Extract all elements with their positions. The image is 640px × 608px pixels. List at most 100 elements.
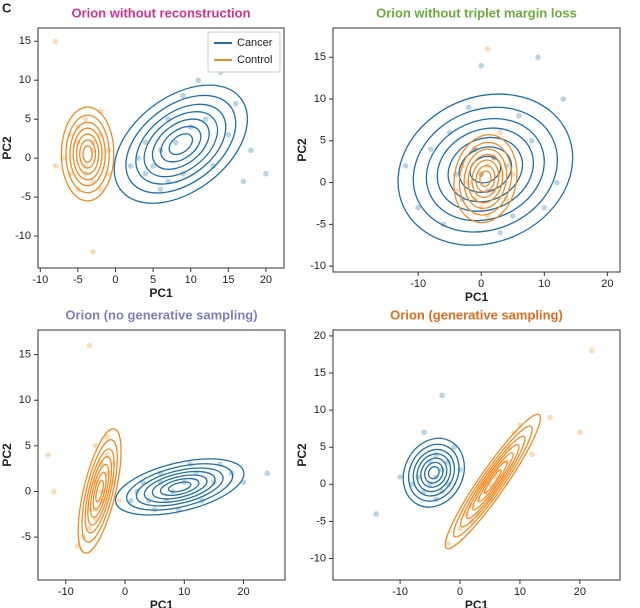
- y-tick-label: 15: [19, 349, 31, 361]
- y-tick-label: 15: [314, 367, 326, 379]
- point: [457, 526, 463, 532]
- x-tick-label: 0: [457, 586, 463, 598]
- legend-label: Control: [237, 54, 272, 66]
- point: [105, 147, 111, 154]
- panel: Orion (generative sampling) PC1 PC2 -10 0 10 2…: [295, 307, 621, 608]
- point: [180, 92, 186, 99]
- point: [127, 163, 134, 169]
- point: [415, 474, 421, 480]
- x-tick-label: 15: [222, 274, 234, 286]
- y-tick-label: -5: [316, 218, 326, 230]
- point: [157, 186, 164, 193]
- density-contour: [89, 463, 110, 519]
- plot-area: [373, 347, 595, 550]
- x-tick-label: -5: [73, 274, 83, 286]
- x-tick-label: 20: [260, 274, 272, 286]
- point: [535, 54, 541, 61]
- point: [497, 129, 503, 136]
- density-contour: [479, 170, 492, 188]
- density-contour: [471, 159, 500, 199]
- density-contour: [458, 141, 513, 216]
- point: [497, 229, 503, 236]
- chart-title: Orion (generative sampling): [390, 307, 563, 322]
- y-tick-label: 5: [320, 135, 326, 147]
- point: [225, 131, 232, 138]
- density-contour: [447, 136, 524, 203]
- density-contour: [436, 127, 535, 212]
- density-contour: [143, 111, 219, 178]
- plot-area: [52, 38, 269, 255]
- y-tick-label: 10: [314, 93, 326, 105]
- x-tick-label: 10: [538, 278, 550, 290]
- x-tick-label: 0: [122, 586, 128, 598]
- point: [264, 470, 271, 477]
- x-tick-label: -10: [392, 586, 408, 598]
- density-contour: [458, 146, 513, 193]
- point: [445, 540, 451, 547]
- x-tick-label: -10: [410, 278, 426, 290]
- x-tick-label: 5: [150, 274, 156, 286]
- y-tick-label: -10: [15, 230, 31, 242]
- point: [90, 248, 96, 255]
- point: [150, 163, 156, 169]
- density-contour: [483, 469, 502, 494]
- point: [451, 444, 457, 451]
- plot-area: [45, 342, 271, 554]
- point: [172, 139, 179, 146]
- density-contour: [397, 93, 574, 246]
- chart-title: Orion (no generative sampling): [65, 307, 257, 322]
- density-contour: [427, 466, 440, 480]
- density-contour: [81, 439, 118, 543]
- x-tick-label: 10: [514, 586, 526, 598]
- y-tick-label: 0: [25, 152, 31, 164]
- panel: Orion without triplet margin loss PC1 PC2 -…: [295, 5, 621, 304]
- point: [516, 112, 522, 119]
- density-contour: [114, 458, 245, 516]
- y-tick-label: 5: [25, 440, 31, 452]
- y-tick-label: -5: [21, 191, 31, 203]
- x-tick-label: -10: [32, 274, 48, 286]
- density-contour: [444, 413, 542, 550]
- density-contour: [135, 103, 227, 185]
- density-contour: [69, 121, 106, 187]
- y-tick-label: -10: [310, 260, 326, 272]
- y-tick-label: 10: [19, 74, 31, 86]
- density-contour: [79, 139, 97, 169]
- legend-label: Cancer: [237, 37, 273, 49]
- point: [128, 497, 134, 504]
- point: [142, 139, 149, 146]
- density-contour: [87, 456, 113, 526]
- point: [202, 116, 209, 122]
- density-contour: [471, 452, 514, 511]
- x-axis-label: PC1: [465, 598, 489, 608]
- point: [415, 204, 421, 211]
- point: [92, 443, 99, 449]
- point: [421, 429, 427, 436]
- density-contour: [160, 125, 202, 163]
- y-tick-label: 15: [19, 35, 31, 47]
- point: [560, 96, 567, 102]
- density-contour: [143, 470, 216, 504]
- plot-frame: [37, 329, 286, 581]
- density-contour: [126, 463, 234, 511]
- density-contour: [452, 425, 533, 538]
- plot-frame: [332, 27, 621, 273]
- point: [233, 100, 239, 107]
- y-axis-label: PC2: [0, 136, 14, 160]
- panel: Orion (no generative sampling) PC1 PC2 -10 0…: [0, 307, 286, 608]
- x-tick-label: -10: [58, 586, 74, 598]
- x-tick-label: 20: [237, 586, 249, 598]
- point: [465, 104, 472, 111]
- point: [86, 342, 93, 349]
- y-tick-label: -5: [316, 515, 326, 527]
- point: [195, 77, 202, 84]
- density-contour: [460, 435, 526, 528]
- y-axis-label: PC2: [295, 138, 309, 162]
- density-contour: [463, 148, 508, 210]
- plot-area: [397, 46, 574, 246]
- y-tick-label: 10: [314, 404, 326, 416]
- x-axis-label: PC1: [465, 290, 489, 304]
- y-tick-label: 0: [320, 176, 326, 188]
- point: [457, 466, 463, 473]
